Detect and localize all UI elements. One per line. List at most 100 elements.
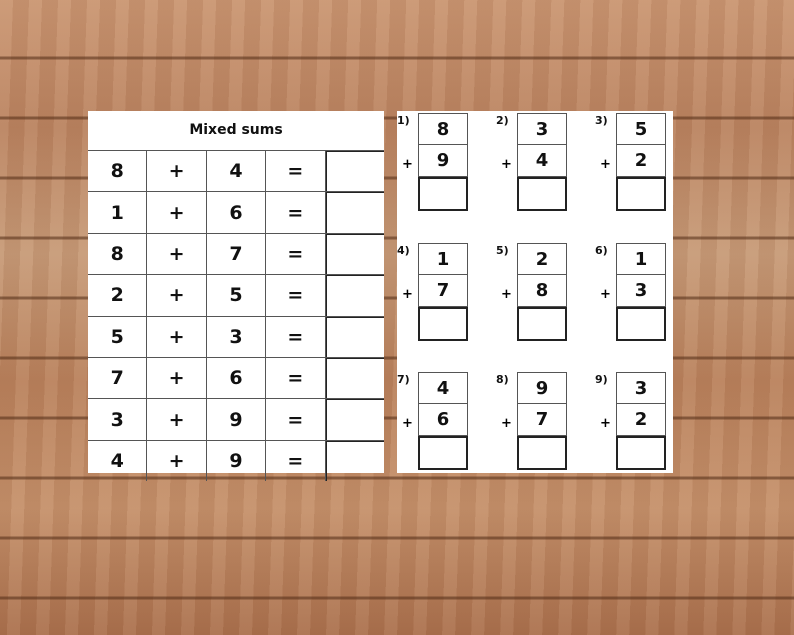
answer-box[interactable] [616, 177, 666, 211]
sum-cell-op: + [147, 440, 207, 482]
top-addend: 3 [616, 372, 666, 404]
answer-box[interactable] [418, 436, 468, 470]
sum-cell-eq: = [266, 357, 326, 399]
sum-cell-eq: = [266, 233, 326, 275]
bottom-addend: 3 [616, 275, 666, 307]
sum-cell-a: 8 [88, 151, 148, 192]
sum-row: 7 +6 = [88, 356, 384, 399]
bottom-addend: 8 [517, 275, 567, 307]
plus-sign: + [402, 416, 413, 431]
plus-sign: + [501, 416, 512, 431]
sum-cell-a: 7 [88, 357, 148, 399]
sum-cell-b: 6 [207, 357, 267, 399]
top-addend: 9 [517, 372, 567, 404]
sum-cell-b: 7 [207, 233, 267, 275]
sum-row: 1 +6 = [88, 191, 384, 233]
sum-cell-a: 1 [88, 192, 148, 233]
top-addend: 8 [418, 113, 468, 145]
answer-box[interactable] [325, 233, 384, 275]
problem: 4) + 1 7 [397, 241, 487, 341]
problem-number: 9) [595, 373, 608, 386]
problem-number: 7) [397, 373, 410, 386]
plus-sign: + [402, 157, 413, 172]
plus-sign: + [501, 157, 512, 172]
sum-cell-b: 4 [207, 151, 267, 192]
answer-box[interactable] [517, 307, 567, 341]
top-addend: 1 [616, 243, 666, 275]
sum-cell-b: 9 [207, 440, 267, 482]
answer-box[interactable] [325, 399, 384, 440]
sum-cell-op: + [147, 316, 207, 357]
problem-number: 4) [397, 244, 410, 257]
sum-cell-eq: = [266, 192, 326, 233]
plus-sign: + [402, 287, 413, 302]
sum-row: 3 +9 = [88, 398, 384, 440]
plus-sign: + [600, 287, 611, 302]
sum-row: 4 +9 = [88, 439, 384, 482]
bottom-addend: 9 [418, 145, 468, 177]
problem-number: 8) [496, 373, 509, 386]
plus-sign: + [501, 287, 512, 302]
bottom-addend: 2 [616, 404, 666, 436]
answer-box[interactable] [418, 177, 468, 211]
answer-box[interactable] [517, 177, 567, 211]
problem: 6) + 1 3 [595, 241, 685, 341]
sum-cell-a: 5 [88, 316, 148, 357]
sum-cell-a: 4 [88, 440, 148, 482]
sum-cell-eq: = [266, 399, 326, 440]
top-addend: 1 [418, 243, 468, 275]
answer-box[interactable] [325, 316, 384, 357]
problem-number: 2) [496, 114, 509, 127]
top-addend: 3 [517, 113, 567, 145]
sum-cell-eq: = [266, 275, 326, 316]
answer-box[interactable] [418, 307, 468, 341]
answer-box[interactable] [616, 436, 666, 470]
sum-cell-b: 5 [207, 275, 267, 316]
problem: 9) + 3 2 [595, 370, 685, 470]
problem: 1) + 8 9 [397, 111, 487, 211]
problem: 2) + 3 4 [496, 111, 586, 211]
bottom-addend: 6 [418, 404, 468, 436]
bottom-addend: 4 [517, 145, 567, 177]
problem-number: 5) [496, 244, 509, 257]
problem: 7) + 4 6 [397, 370, 487, 470]
answer-box[interactable] [325, 275, 384, 316]
sum-cell-op: + [147, 399, 207, 440]
sum-row: 8 +4 = [88, 150, 384, 192]
answer-box[interactable] [325, 357, 384, 399]
sum-cell-op: + [147, 357, 207, 399]
answer-box[interactable] [517, 436, 567, 470]
problem: 5) + 2 8 [496, 241, 586, 341]
sum-cell-a: 3 [88, 399, 148, 440]
top-addend: 5 [616, 113, 666, 145]
sum-row: 5 +3 = [88, 315, 384, 357]
bottom-addend: 7 [517, 404, 567, 436]
plus-sign: + [600, 416, 611, 431]
sum-row: 8 +7 = [88, 232, 384, 275]
sum-cell-op: + [147, 275, 207, 316]
bottom-addend: 2 [616, 145, 666, 177]
answer-box[interactable] [616, 307, 666, 341]
mixed-sums-worksheet: Mixed sums 8 +4 = 1 +6 = 8 +7 = 2 +5 = 5 +3 = 7 +6 = 3 +9 = 4… [88, 111, 384, 482]
sum-cell-b: 9 [207, 399, 267, 440]
sum-cell-b: 3 [207, 316, 267, 357]
answer-box[interactable] [325, 440, 384, 482]
problem-number: 6) [595, 244, 608, 257]
answer-box[interactable] [325, 192, 384, 233]
sum-cell-b: 6 [207, 192, 267, 233]
plus-sign: + [600, 157, 611, 172]
top-addend: 4 [418, 372, 468, 404]
bottom-addend: 7 [418, 275, 468, 307]
sum-cell-op: + [147, 192, 207, 233]
sum-cell-a: 2 [88, 275, 148, 316]
sum-cell-eq: = [266, 440, 326, 482]
sum-row: 2 +5 = [88, 274, 384, 316]
sum-cell-eq: = [266, 151, 326, 192]
problem: 3) + 5 2 [595, 111, 685, 211]
sum-cell-op: + [147, 233, 207, 275]
problem: 8) + 9 7 [496, 370, 586, 470]
worksheet-title: Mixed sums [189, 122, 283, 138]
answer-box[interactable] [325, 151, 384, 192]
vertical-sums-worksheet: 1) + 8 9 2) + 3 4 3) + 5 2 4) + 1 7 5) +… [397, 111, 673, 473]
sum-cell-eq: = [266, 316, 326, 357]
